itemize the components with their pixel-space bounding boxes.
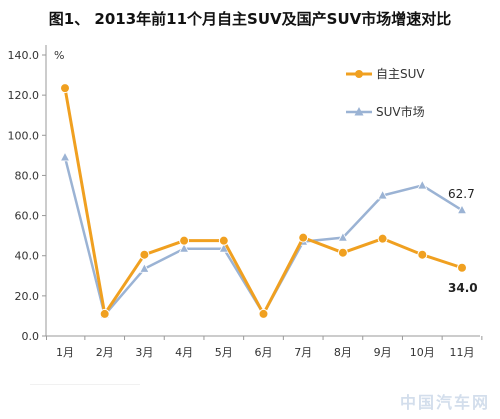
legend-label: SUV市场 [376,104,425,119]
data-point [417,249,428,260]
data-point [99,308,110,319]
x-tick-label: 1月 [56,346,74,359]
x-tick-label: 6月 [255,346,273,359]
data-point [337,247,348,258]
y-tick-label: 60.0 [15,210,40,223]
data-point [337,231,349,242]
legend-label: 自主SUV [376,67,425,81]
data-label: 34.0 [448,281,478,295]
legend: 自主SUV SUV市场 [346,67,425,119]
y-tick-label: 20.0 [15,290,40,303]
series-line-自主SUV [63,87,463,316]
axes: 0.0 20.0 40.0 60.0 80.0 100.0 120.0 140.0 % 1月 2月 3… [8,45,483,359]
x-tick-label: 7月 [294,346,312,359]
y-tick-label: 140.0 [8,49,40,62]
data-point [456,204,468,215]
data-point [298,232,309,243]
x-tick-label: 5月 [215,346,233,359]
x-tick-label: 10月 [410,346,435,359]
data-point [179,235,190,246]
data-point [59,151,71,162]
x-tick-label: 2月 [96,346,114,359]
data-point [218,235,229,246]
y-tick-label: 0.0 [22,330,40,343]
y-unit-label: % [54,49,64,62]
y-tick-label: 120.0 [8,89,40,102]
y-tick-label: 100.0 [8,129,40,142]
x-tick-label: 9月 [374,346,392,359]
data-point [178,242,190,253]
data-labels: 62.7 34.0 [448,187,478,295]
data-point [457,262,467,273]
legend-marker [355,70,363,78]
watermark: 中国汽车网 [399,393,490,412]
data-point [139,262,150,273]
y-tick-label: 40.0 [15,250,40,263]
data-point [139,249,150,260]
x-tick-label: 11月 [450,346,475,359]
series-layer [59,83,468,319]
x-tick-label: 8月 [334,346,352,359]
data-label: 62.7 [448,187,475,201]
y-tick-label: 80.0 [15,169,40,182]
x-tick-label: 4月 [175,346,193,359]
data-point [377,233,388,244]
data-point [60,83,70,94]
x-tick-label: 3月 [135,346,153,359]
data-point [377,189,388,200]
watermark-line [30,384,140,391]
data-point [258,308,269,319]
data-point [417,179,428,190]
legend-marker [354,107,364,116]
series-line-SUV市场 [63,157,463,317]
chart-title: 图1、 2013年前11个月自主SUV及国产SUV市场增速对比 [48,10,452,28]
